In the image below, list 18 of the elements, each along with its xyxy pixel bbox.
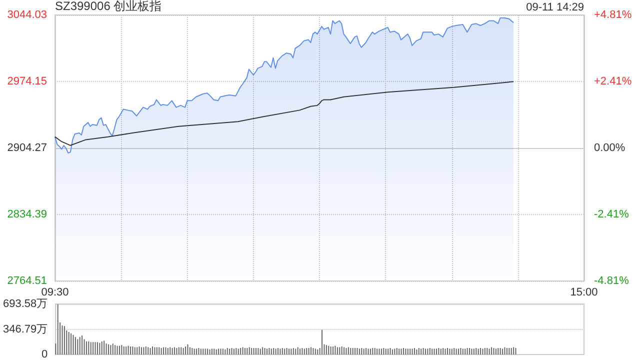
x-tick-label: 15:00 xyxy=(570,286,598,298)
y-tick-label: 3044.03 xyxy=(7,9,47,21)
y-tick-label: 693.58万 xyxy=(2,298,48,310)
y2-tick-label: +2.41% xyxy=(594,75,632,88)
y-tick-label: 2974.15 xyxy=(7,76,47,88)
y-tick-label: 0 xyxy=(42,348,48,360)
y-tick-label: 346.79万 xyxy=(2,323,48,336)
y-tick-label: 2834.39 xyxy=(7,208,47,220)
text: 09-11 14:29 xyxy=(526,2,584,14)
line-series xyxy=(54,81,514,146)
x-tick-label: 09:30 xyxy=(41,286,69,298)
y2-tick-label: 0.00% xyxy=(594,142,626,154)
y2-tick-label: -4.81% xyxy=(594,275,630,287)
y2-tick-label: -2.41% xyxy=(594,208,630,221)
y-tick-label: 2904.27 xyxy=(7,142,47,154)
y-tick-label: 2764.51 xyxy=(7,275,47,287)
y2-tick-label: +4.81% xyxy=(594,9,632,21)
chart-title: SZ399006 创业板指 xyxy=(55,0,162,13)
